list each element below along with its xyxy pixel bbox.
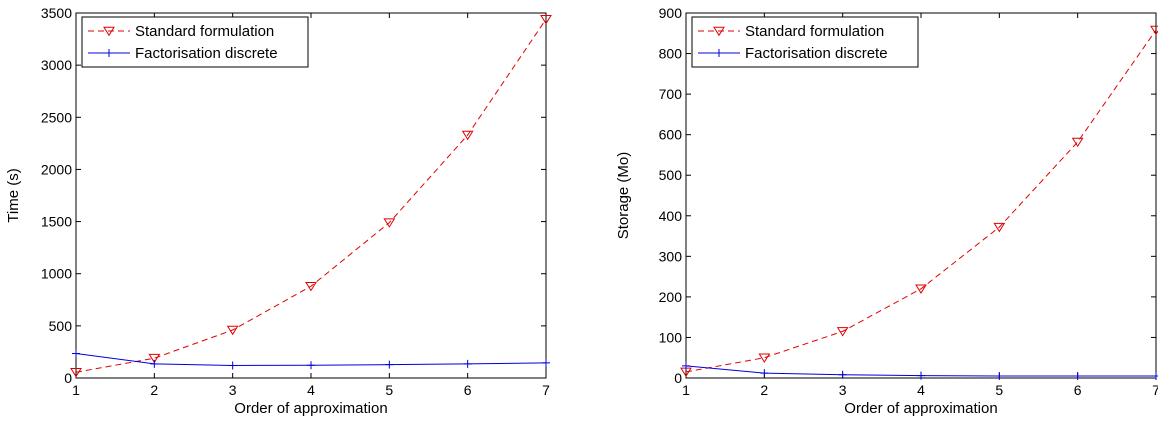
x-tick-label: 7 xyxy=(1152,382,1158,398)
legend: Standard formulation Factorisation discre… xyxy=(81,16,309,68)
y-tick-label: 200 xyxy=(659,289,683,305)
x-tick-label: 4 xyxy=(307,382,315,398)
series-1 xyxy=(680,25,1158,378)
y-tick-label: 700 xyxy=(659,86,683,102)
legend-label: Factorisation discrete xyxy=(745,45,888,62)
y-tick-label: 2000 xyxy=(41,161,72,177)
y-tick-label: 800 xyxy=(659,46,683,62)
series-line xyxy=(685,29,1157,373)
y-tick-label: 1000 xyxy=(41,266,72,282)
y-tick-label: 500 xyxy=(49,318,73,334)
y-tick-label: 1500 xyxy=(41,214,72,230)
x-tick-label: 3 xyxy=(839,382,847,398)
x-tick-label: 5 xyxy=(995,382,1003,398)
y-tick-label: 3500 xyxy=(41,5,72,21)
data-point xyxy=(760,369,769,378)
y-tick-label: 600 xyxy=(659,127,683,143)
legend: Standard formulation Factorisation discre… xyxy=(691,16,919,68)
data-point xyxy=(70,368,82,378)
plot-area xyxy=(75,12,547,379)
data-point xyxy=(226,325,239,336)
y-tick-label: 0 xyxy=(674,370,682,386)
legend-item: Standard formulation xyxy=(698,23,884,40)
legend-label: Standard formulation xyxy=(135,23,274,40)
data-point xyxy=(228,361,237,370)
data-point xyxy=(995,371,1004,380)
y-tick-label: 400 xyxy=(659,208,683,224)
y-tick-label: 500 xyxy=(659,167,683,183)
series-2 xyxy=(682,361,1158,380)
data-point xyxy=(150,359,159,368)
legend-marker xyxy=(103,26,115,37)
y-tick-label: 2500 xyxy=(41,109,72,125)
x-axis-label: Order of approximation xyxy=(844,400,997,417)
legend-marker xyxy=(105,49,113,57)
data-point xyxy=(540,15,552,25)
y-tick-label: 300 xyxy=(659,248,683,264)
series-line xyxy=(75,18,547,373)
plot-area xyxy=(685,12,1157,379)
data-point xyxy=(461,130,474,141)
series-1 xyxy=(70,15,552,378)
series-2 xyxy=(72,349,550,370)
data-point xyxy=(72,349,80,358)
x-tick-label: 3 xyxy=(229,382,237,398)
legend-box xyxy=(691,16,919,68)
data-point xyxy=(758,353,771,363)
x-tick-label: 7 xyxy=(542,382,550,398)
x-tick-label: 5 xyxy=(385,382,393,398)
data-point xyxy=(1150,25,1158,36)
y-tick-label: 100 xyxy=(659,329,683,345)
y-tick-label: 900 xyxy=(659,5,683,21)
legend-marker xyxy=(715,49,723,57)
data-point xyxy=(1152,371,1158,380)
x-tick-label: 6 xyxy=(464,382,472,398)
legend-item: Factorisation discrete xyxy=(88,45,278,62)
data-point xyxy=(836,327,849,337)
chart-1: 1 2 3 4 5 6 7 0 500 1000 1500 2000 2500 3000 3500 Order… xyxy=(5,5,552,417)
y-tick-label: 3000 xyxy=(41,57,72,73)
data-point xyxy=(463,359,472,368)
legend-label: Factorisation discrete xyxy=(135,45,278,62)
data-point xyxy=(148,353,161,364)
x-tick-label: 1 xyxy=(682,382,690,398)
y-axis-label: Storage (Mo) xyxy=(615,152,632,240)
legend-item: Factorisation discrete xyxy=(698,45,888,62)
legend-box xyxy=(81,16,309,68)
data-point xyxy=(682,361,690,370)
y-axis-label: Time (s) xyxy=(5,168,22,222)
data-point xyxy=(1071,137,1084,148)
chart-2: 1 2 3 4 5 6 7 0 100 200 300 400 500 600 700 800 900 Order… xyxy=(615,5,1158,417)
data-point xyxy=(385,360,394,369)
legend-item: Standard formulation xyxy=(88,23,274,40)
x-tick-label: 4 xyxy=(917,382,925,398)
data-point xyxy=(917,371,925,380)
data-point xyxy=(838,370,847,379)
legend-label: Standard formulation xyxy=(745,23,884,40)
data-point xyxy=(307,361,315,370)
legend-marker xyxy=(713,26,725,37)
x-axis-label: Order of approximation xyxy=(234,400,387,417)
data-point xyxy=(1073,371,1082,380)
data-point xyxy=(993,222,1006,233)
x-tick-label: 6 xyxy=(1074,382,1082,398)
data-point xyxy=(305,281,317,292)
data-point xyxy=(915,284,927,294)
x-tick-label: 2 xyxy=(760,382,768,398)
x-tick-label: 2 xyxy=(150,382,158,398)
data-point xyxy=(542,358,550,367)
data-point xyxy=(383,218,396,228)
y-tick-label: 0 xyxy=(64,370,72,386)
x-tick-label: 1 xyxy=(72,382,80,398)
